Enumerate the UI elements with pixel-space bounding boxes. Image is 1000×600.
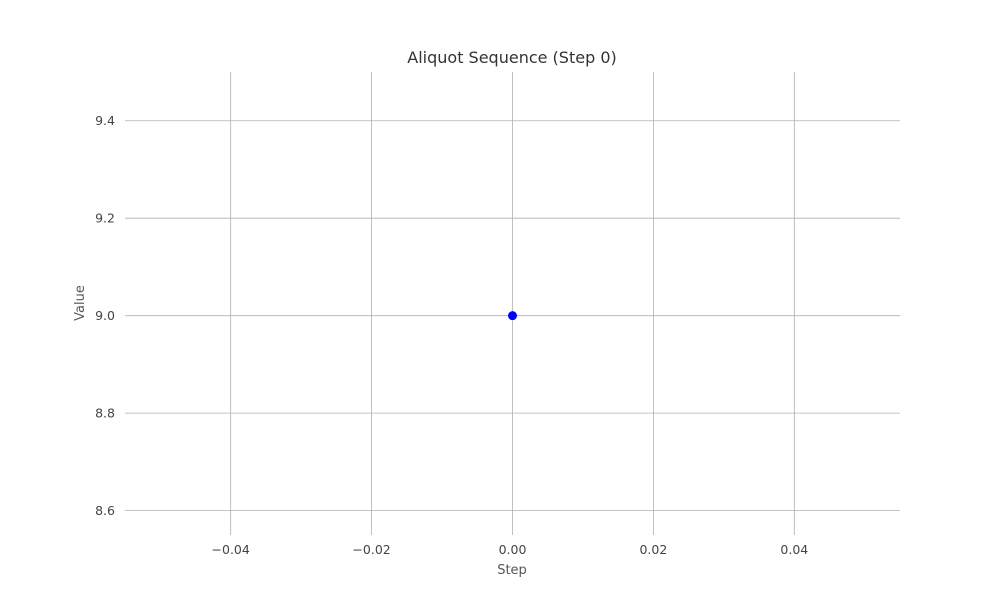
chart-title: Aliquot Sequence (Step 0)	[407, 48, 616, 67]
x-tick-label: 0.00	[499, 542, 527, 557]
y-tick-label: 8.8	[95, 406, 115, 421]
x-tick-label: 0.04	[780, 542, 808, 557]
tick-layer: −0.04 −0.02 0.00 0.02 0.04 8.6 8.8 9.0 9.2 9.4	[95, 113, 808, 557]
x-tick-label: 0.02	[639, 542, 667, 557]
y-tick-label: 9.0	[95, 308, 115, 323]
x-axis-label: Step	[497, 563, 527, 578]
point-layer	[508, 311, 517, 321]
y-tick-label: 9.4	[95, 113, 115, 128]
y-tick-label: 8.6	[95, 503, 115, 518]
grid-layer	[125, 72, 900, 535]
y-tick-label: 9.2	[95, 211, 115, 226]
x-tick-label: −0.02	[352, 542, 390, 557]
y-axis-label: Value	[73, 285, 88, 321]
x-tick-label: −0.04	[212, 542, 250, 557]
data-point	[508, 311, 517, 321]
